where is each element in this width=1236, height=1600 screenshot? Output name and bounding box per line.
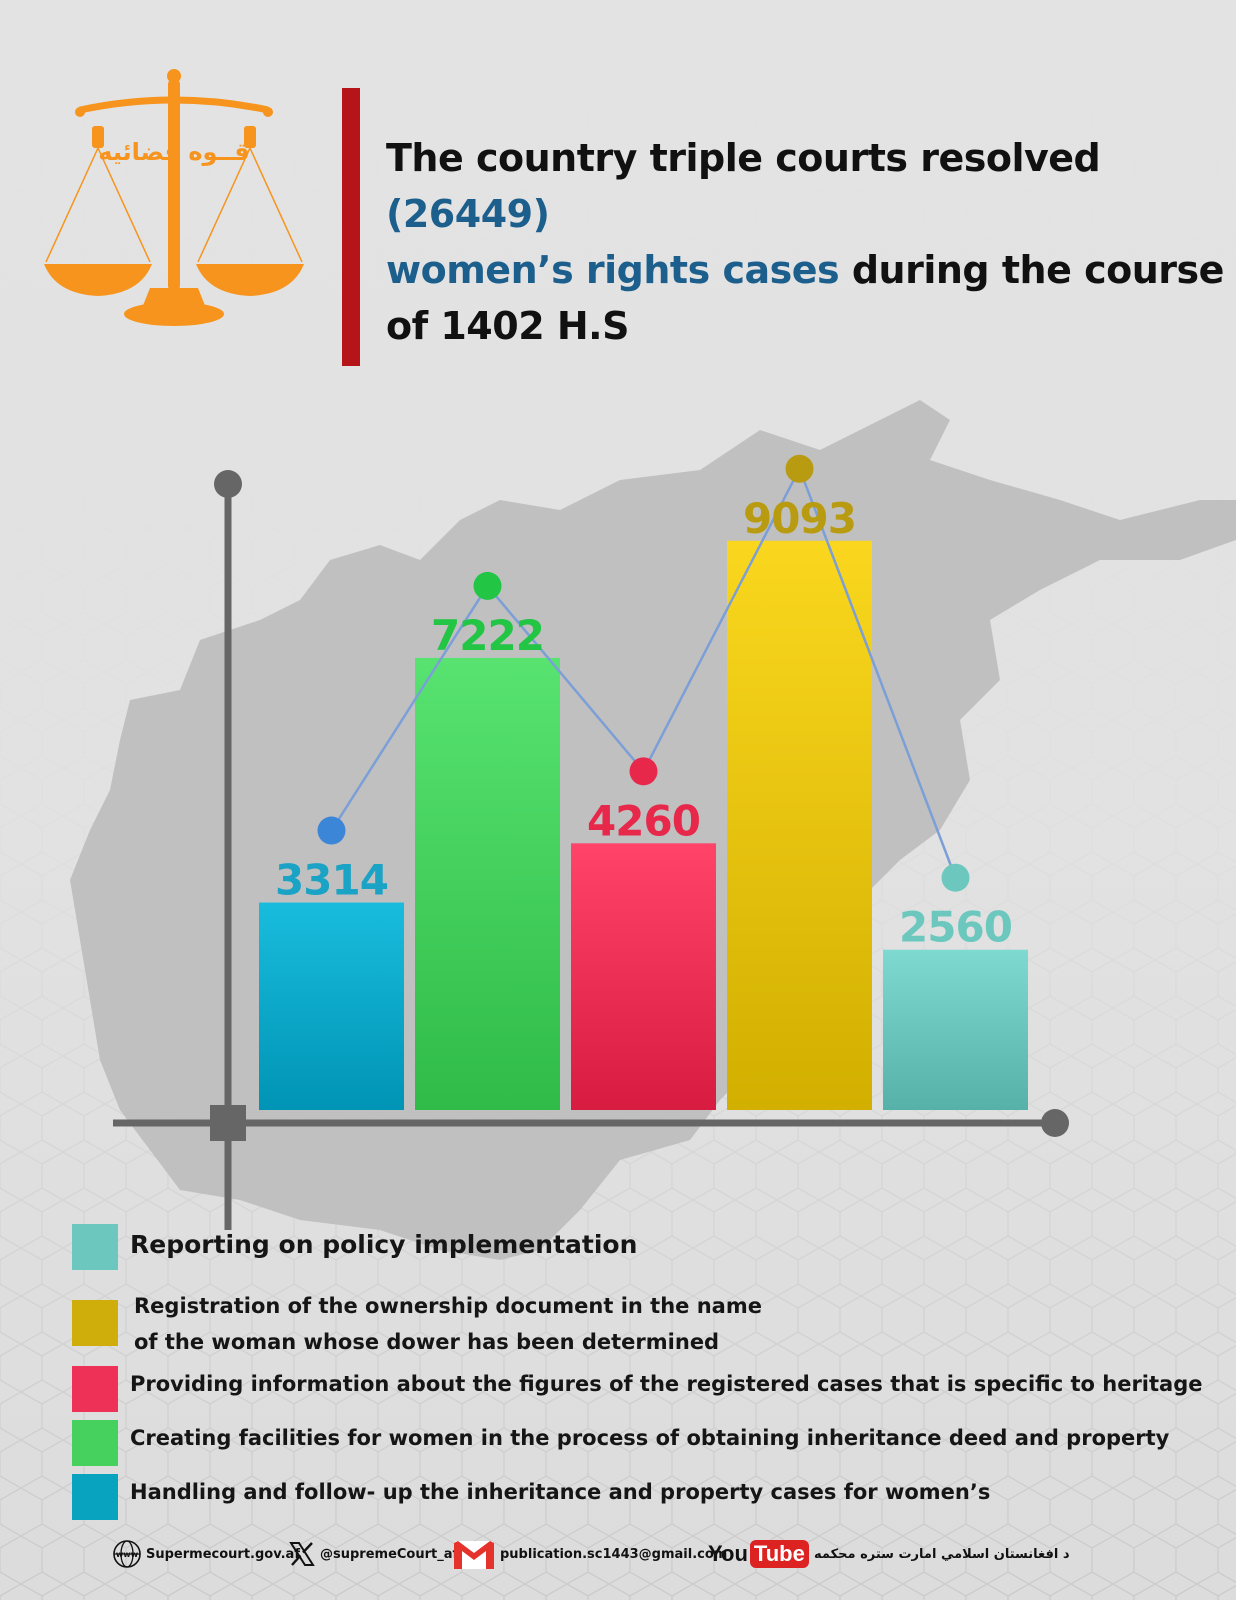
x-logo-icon: [289, 1542, 315, 1566]
legend-label: Reporting on policy implementation: [130, 1230, 638, 1259]
title-part-2: during the course of 1402 H.S: [386, 248, 1224, 348]
bars-group: [259, 540, 1028, 1110]
value-label-4: 9093: [743, 494, 856, 543]
bar-4: [727, 540, 872, 1110]
footer-youtube[interactable]: You Tube: [708, 1536, 809, 1572]
value-labels-group: 3314 7222 4260 9093 2560: [275, 494, 1013, 952]
x-axis-end-dot: [1041, 1109, 1069, 1137]
youtube-icon: You Tube: [708, 1540, 809, 1568]
trend-point-5: [941, 863, 970, 892]
gmail-icon: [454, 1541, 494, 1569]
value-label-3: 4260: [587, 796, 700, 845]
value-label-2: 7222: [431, 611, 544, 660]
title-total-count: (26449): [386, 192, 550, 236]
trend-point-1: [317, 816, 346, 845]
chart-axes: [113, 470, 1069, 1230]
legend-swatch: [72, 1366, 118, 1412]
legend-label: Providing information about the figures …: [130, 1372, 1203, 1396]
footer-website[interactable]: www Supermecourt.gov.af: [112, 1536, 300, 1572]
footer-pashto-name: د افغانستان اسلامي امارت ستره محکمه: [814, 1536, 1070, 1572]
bar-5: [883, 949, 1028, 1110]
value-label-1: 3314: [275, 856, 388, 905]
axis-origin-square: [210, 1105, 246, 1141]
footer-email[interactable]: publication.sc1443@gmail.com: [452, 1536, 727, 1572]
email-address[interactable]: publication.sc1443@gmail.com: [500, 1546, 728, 1562]
legend-label: Registration of the ownership document i…: [134, 1294, 762, 1354]
logo-text: قــوه قضائیه: [98, 138, 249, 166]
bar-1: [259, 902, 404, 1110]
scales-of-justice-logo: قــوه قضائیه: [44, 69, 304, 326]
title-highlight-subject: women’s rights cases: [386, 248, 840, 292]
bar-3: [571, 843, 716, 1110]
svg-text:www: www: [116, 1550, 139, 1559]
title-part-1: The country triple courts resolved: [386, 136, 1101, 180]
trend-point-4: [785, 454, 814, 483]
page-title: The country triple courts resolved (2644…: [386, 130, 1226, 354]
trend-line-group: [317, 454, 970, 892]
twitter-handle[interactable]: @supremeCourt_af: [320, 1546, 459, 1562]
title-accent-bar: [342, 88, 360, 366]
value-label-5: 2560: [899, 903, 1012, 952]
y-axis-end-dot: [214, 470, 242, 498]
legend-swatch: [72, 1300, 118, 1346]
footer-twitter[interactable]: @supremeCourt_af: [288, 1536, 458, 1572]
legend-label: Handling and follow- up the inheritance …: [130, 1480, 991, 1504]
footer: www Supermecourt.gov.af @supremeCourt_af…: [112, 1536, 1112, 1576]
globe-www-icon: www: [113, 1540, 141, 1568]
trend-point-3: [629, 757, 658, 786]
legend-swatch: [72, 1474, 118, 1520]
trend-point-2: [473, 571, 502, 600]
legend-swatch: [72, 1420, 118, 1466]
organization-name-pashto: د افغانستان اسلامي امارت ستره محکمه: [814, 1546, 1070, 1562]
bar-2: [415, 657, 560, 1110]
website-link[interactable]: Supermecourt.gov.af: [146, 1546, 300, 1562]
legend-swatch: [72, 1224, 118, 1270]
legend-label: Creating facilities for women in the pro…: [130, 1426, 1170, 1450]
